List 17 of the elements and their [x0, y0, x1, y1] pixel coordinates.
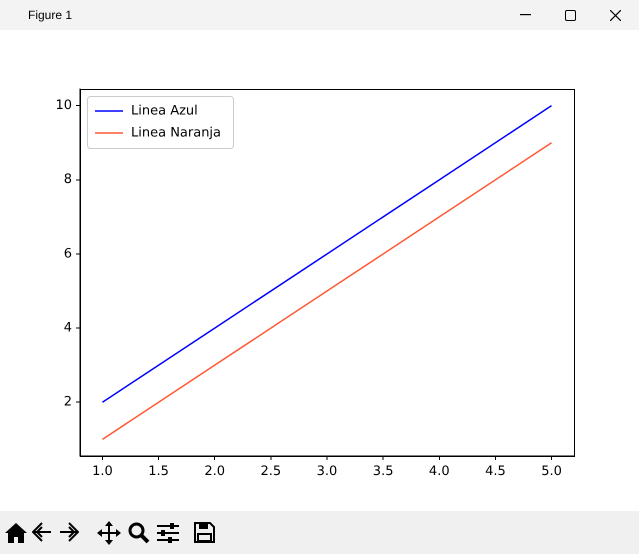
y-tick-label: 8	[64, 172, 72, 188]
y-tick-label: 6	[64, 246, 72, 262]
legend-label: Linea Naranja	[131, 125, 222, 140]
x-tick-label: 1.5	[148, 464, 169, 480]
x-tick-label: 4.0	[428, 464, 450, 480]
x-tick-label: 3.5	[372, 464, 394, 480]
y-tick-label: 10	[55, 98, 72, 114]
x-tick-label: 3.0	[316, 464, 338, 480]
caption: Figure 1	[28, 8, 72, 22]
y-tick-label: 4	[64, 320, 72, 336]
x-tick-label: 5.0	[541, 464, 562, 480]
x-tick-label: 1.0	[92, 464, 113, 480]
legend-label: Linea Azul	[131, 103, 198, 118]
x-tick-label: 2.0	[204, 464, 226, 480]
y-tick-label: 2	[64, 394, 72, 410]
x-tick-label: 2.5	[260, 464, 282, 480]
x-tick-label: 4.5	[485, 464, 506, 480]
